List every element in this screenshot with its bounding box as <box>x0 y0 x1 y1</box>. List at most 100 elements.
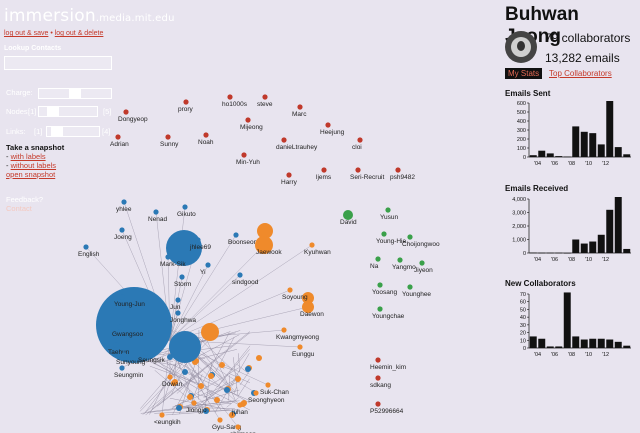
graph-node[interactable]: <eungkih <box>154 412 181 426</box>
links-slider[interactable] <box>46 126 100 137</box>
graph-node-hub[interactable] <box>201 323 219 341</box>
graph-node[interactable]: David <box>340 210 357 226</box>
graph-node[interactable]: Jaewook <box>255 236 282 256</box>
graph-node-cluster[interactable] <box>214 397 220 403</box>
graph-node[interactable]: Suk-Chan <box>260 382 289 396</box>
contact-link[interactable]: Contact <box>6 204 32 213</box>
graph-node-cluster[interactable] <box>245 366 251 372</box>
graph-node[interactable]: danieLtrauhey <box>276 137 318 151</box>
tab-my-stats[interactable]: My Stats <box>505 68 543 79</box>
graph-node[interactable]: Seungsik <box>138 350 165 364</box>
graph-node[interactable]: Gyu-Sang <box>212 417 242 431</box>
graph-node-cluster[interactable] <box>235 376 241 382</box>
graph-node[interactable]: Joeng <box>114 227 132 241</box>
graph-node[interactable]: Sunny <box>160 134 179 148</box>
graph-node[interactable]: Dowan <box>162 374 183 388</box>
graph-node-cluster[interactable] <box>256 355 262 361</box>
graph-node[interactable]: yhlee <box>116 199 132 213</box>
nodes-slider-handle[interactable] <box>47 107 59 116</box>
graph-node[interactable]: Heemin_kim <box>370 357 406 371</box>
graph-node[interactable]: Yoosang <box>372 282 397 296</box>
network-graph[interactable]: prory ho1000s steve Dongyeop Marc Mijeong Heej… <box>60 85 460 433</box>
graph-node-cluster[interactable] <box>219 362 225 368</box>
graph-node[interactable]: Yusun <box>380 207 398 221</box>
graph-node[interactable]: cloi <box>352 137 363 151</box>
graph-node-cluster[interactable] <box>208 373 214 379</box>
graph-node[interactable]: Heejung <box>320 122 345 136</box>
graph-node[interactable]: Seonghyeon <box>248 390 285 404</box>
graph-node[interactable]: sindgood <box>232 272 259 286</box>
graph-node[interactable]: Choijongwoo <box>402 234 440 248</box>
graph-node[interactable]: steve <box>257 94 273 108</box>
graph-node[interactable]: Daewon <box>300 301 324 318</box>
graph-node[interactable]: ho1000s <box>222 94 248 108</box>
graph-node[interactable]: Seri-Recruit <box>350 167 385 181</box>
graph-node[interactable]: Noah <box>198 132 214 146</box>
graph-node-cluster[interactable] <box>171 380 177 386</box>
graph-node[interactable]: psh9482 <box>390 167 415 181</box>
graph-node[interactable]: Mark-Sik <box>160 254 186 268</box>
graph-node[interactable]: Marc <box>292 104 307 118</box>
graph-nodes[interactable]: prory ho1000s steve Dongyeop Marc Mijeong Heej… <box>78 94 440 433</box>
graph-node[interactable]: Yangmo <box>392 257 416 271</box>
graph-node-cluster[interactable] <box>187 394 193 400</box>
graph-node-cluster[interactable] <box>176 405 182 411</box>
graph-node[interactable]: Young-Hie <box>376 231 407 245</box>
graph-node-cluster[interactable] <box>182 369 188 375</box>
graph-node[interactable]: Jiongjo <box>186 400 207 414</box>
snapshot-with-labels-link[interactable]: with labels <box>10 152 46 161</box>
graph-node[interactable]: Gwangsoo <box>112 324 143 338</box>
graph-node[interactable]: Gikuto <box>177 204 196 218</box>
graph-node[interactable]: Younghee <box>402 284 431 298</box>
y-tick-label: 2,000 <box>512 224 526 230</box>
graph-node[interactable]: juhan <box>231 402 248 416</box>
graph-node-hub[interactable] <box>257 223 273 239</box>
graph-node-cluster[interactable] <box>224 387 230 393</box>
open-snapshot-link[interactable]: open snapshot <box>6 170 56 179</box>
logout-save-link[interactable]: log out & save <box>4 30 49 37</box>
graph-node[interactable]: Young-Jun <box>114 294 145 308</box>
graph-node[interactable]: Dongyeop <box>118 109 148 123</box>
nodes-slider[interactable] <box>38 106 98 117</box>
logout-delete-link[interactable]: log out & delete <box>54 30 104 37</box>
graph-node[interactable]: P52996664 <box>370 401 404 415</box>
graph-node[interactable]: Mijeong <box>240 117 263 131</box>
graph-node-cluster[interactable] <box>229 412 235 418</box>
graph-node[interactable]: jhlee69 <box>189 237 211 251</box>
graph-node-cluster[interactable] <box>198 383 204 389</box>
graph-node[interactable]: ljems <box>316 167 332 181</box>
graph-node[interactable]: Min-Yuh <box>236 152 260 166</box>
graph-node[interactable]: sdkang <box>370 375 391 389</box>
graph-node[interactable]: Sunyoung <box>116 352 146 366</box>
graph-node-hub[interactable] <box>169 331 201 363</box>
lookup-input[interactable] <box>4 56 112 70</box>
links-slider-handle[interactable] <box>51 127 63 136</box>
graph-node[interactable]: English <box>78 244 100 258</box>
graph-node[interactable]: Yi <box>200 262 211 276</box>
graph-node[interactable]: Seungmin <box>114 365 144 379</box>
graph-node[interactable]: Nenad <box>148 209 168 223</box>
graph-node[interactable]: Harry <box>281 172 298 186</box>
graph-node[interactable]: Storm <box>174 274 191 288</box>
graph-node[interactable]: Boonseon <box>228 232 258 246</box>
graph-node[interactable]: Jun <box>170 297 181 311</box>
graph-node-hub[interactable] <box>166 230 202 266</box>
graph-node-hub[interactable] <box>302 292 314 304</box>
graph-node[interactable]: Jonghwa <box>170 310 196 324</box>
graph-node[interactable]: Na <box>370 256 381 270</box>
graph-node-cluster[interactable] <box>203 408 209 414</box>
graph-node[interactable]: Eunggu <box>292 344 315 358</box>
graph-node[interactable]: prory <box>178 99 194 113</box>
graph-node[interactable]: Kwangmyeong <box>276 327 319 341</box>
graph-node[interactable]: Taehun <box>108 342 130 356</box>
snapshot-without-labels-link[interactable]: without labels <box>10 161 57 170</box>
graph-node[interactable]: Youngchae <box>372 306 405 320</box>
tab-top-collaborators[interactable]: Top Collaborators <box>549 69 612 78</box>
graph-node[interactable]: shilmean <box>230 424 256 433</box>
charge-slider-handle[interactable] <box>69 89 81 98</box>
charge-slider[interactable] <box>38 88 112 99</box>
graph-node[interactable]: Jiyeon <box>414 260 433 274</box>
graph-node[interactable]: Soyoung <box>282 287 308 301</box>
graph-node[interactable]: Adrian <box>110 134 129 148</box>
graph-node[interactable]: Kyuhwan <box>304 242 331 256</box>
